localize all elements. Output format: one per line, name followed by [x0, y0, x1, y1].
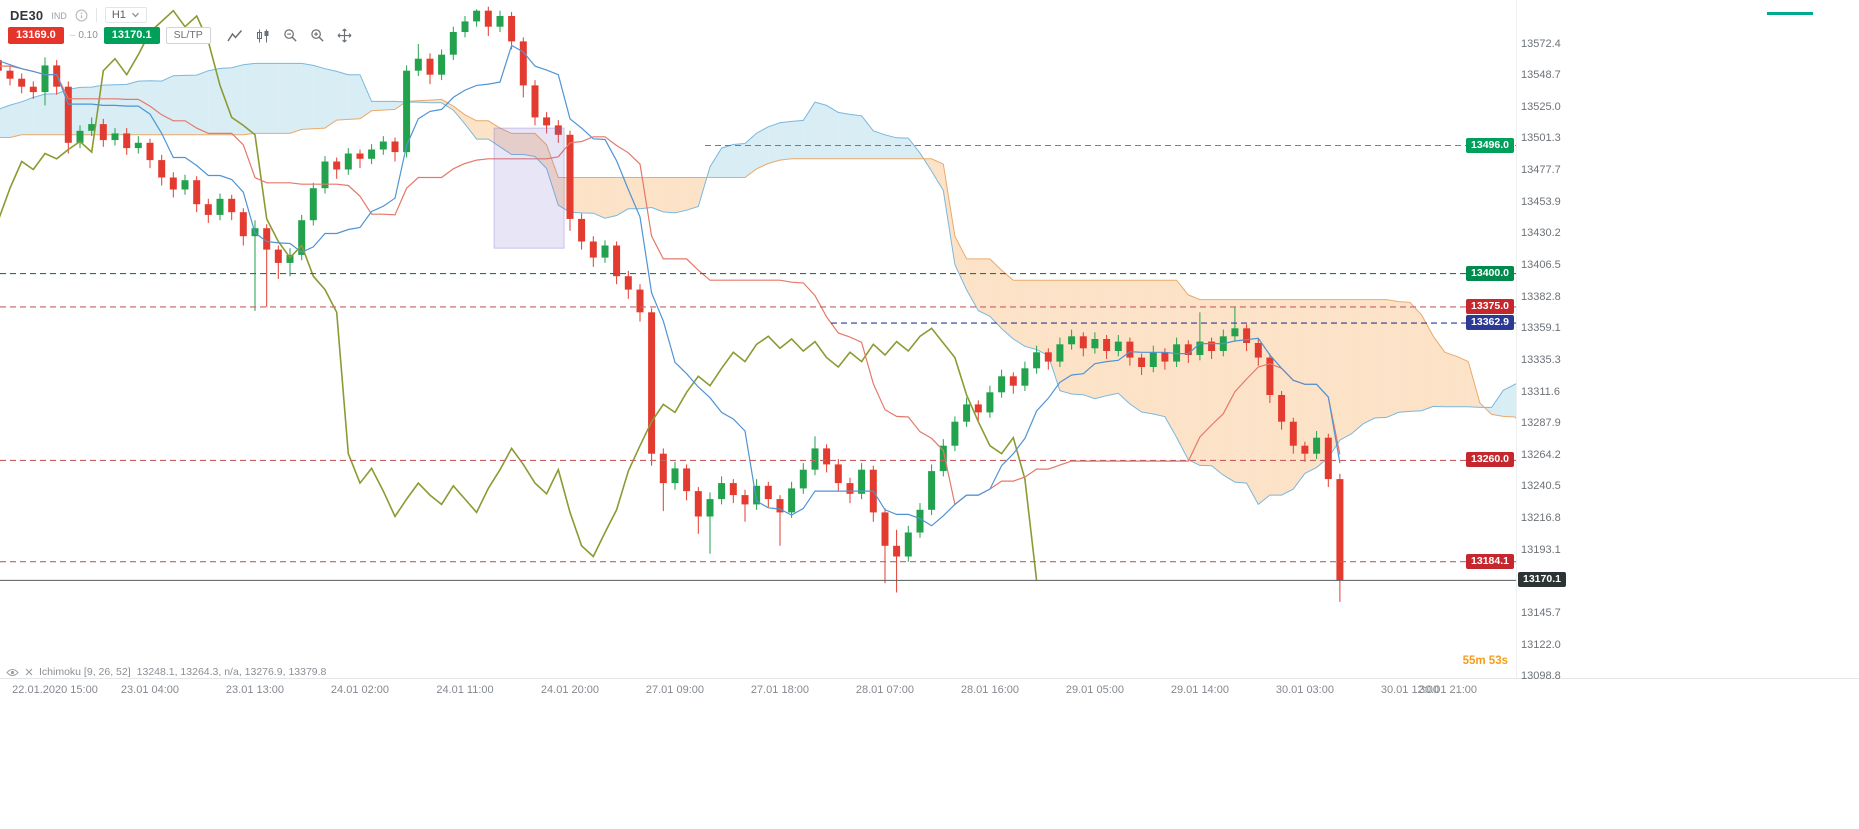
spread-indicator: – 0.10: [70, 30, 98, 41]
sltp-button[interactable]: SL/TP: [165, 27, 211, 44]
price-axis-label: 13122.0: [1521, 638, 1561, 651]
zoom-out-icon[interactable]: [283, 28, 298, 43]
price-level-badge[interactable]: 13362.9: [1466, 315, 1514, 331]
price-axis-label: 13501.3: [1521, 132, 1561, 145]
price-axis-label: 13453.9: [1521, 195, 1561, 208]
instrument-symbol: DE30: [10, 7, 44, 23]
timeframe-label: H1: [111, 9, 126, 21]
price-axis-label: 13240.5: [1521, 480, 1561, 493]
time-axis-label: 29.01 05:00: [1065, 684, 1124, 696]
time-axis-line: [0, 678, 1859, 679]
market-type-label: IND: [51, 11, 67, 21]
time-axis-label: 30.01 21:00: [1418, 684, 1478, 696]
divider: [95, 8, 97, 22]
price-level-badge[interactable]: 13400.0: [1466, 265, 1514, 281]
sell-button[interactable]: 13169.0: [8, 27, 64, 44]
current-price-badge: 13170.1: [1518, 572, 1566, 588]
indicator-visibility-icon[interactable]: [6, 668, 19, 677]
info-icon[interactable]: [75, 9, 88, 22]
indicator-legend: Ichimoku [9, 26, 52] 13248.1, 13264.3, n…: [6, 666, 326, 678]
price-axis-label: 13430.2: [1521, 227, 1561, 240]
indicator-remove-icon[interactable]: [25, 668, 33, 676]
trade-controls: 13169.0 – 0.10 13170.1 SL/TP: [8, 27, 352, 44]
crosshair-move-icon[interactable]: [337, 28, 352, 43]
time-axis-label: 22.01.2020 15:00: [12, 684, 98, 696]
price-axis-label: 13216.8: [1521, 512, 1561, 525]
price-axis-label: 13572.4: [1521, 37, 1561, 50]
chikou-line: [0, 9, 1038, 581]
time-axis-label: 23.01 13:00: [225, 684, 285, 696]
price-axis-label: 13264.2: [1521, 448, 1561, 461]
kijun-line: [0, 65, 1341, 506]
price-axis-label: 13193.1: [1521, 543, 1561, 556]
spread-dash: –: [69, 30, 76, 41]
price-axis-label: 13335.3: [1521, 353, 1561, 366]
price-axis-line: [1516, 0, 1517, 678]
buy-button[interactable]: 13170.1: [103, 27, 160, 44]
price-axis-label: 13382.8: [1521, 290, 1561, 303]
indicator-values: 13248.1, 13264.3, n/a, 13276.9, 13379.8: [136, 666, 327, 678]
spread-value: 0.10: [78, 30, 98, 41]
price-axis-label: 13406.5: [1521, 258, 1561, 271]
line-chart-type-icon[interactable]: [227, 29, 243, 43]
chart-toolbar: [227, 28, 352, 43]
price-level-badge[interactable]: 13375.0: [1466, 298, 1514, 314]
price-axis-label: 13525.0: [1521, 100, 1561, 113]
price-axis-label: 13098.8: [1521, 669, 1561, 682]
price-axis-label: 13311.6: [1521, 385, 1560, 398]
time-axis-label: 30.01 03:00: [1275, 684, 1334, 696]
time-axis-label: 28.01 16:00: [960, 684, 1019, 696]
senkou-a-line: [0, 62, 1516, 506]
price-axis-label: 13145.7: [1521, 606, 1561, 619]
time-axis-label: 30.01 12:00: [1380, 684, 1439, 696]
time-axis-label: 28.01 07:00: [855, 684, 914, 696]
zoom-in-icon[interactable]: [310, 28, 325, 43]
instrument-header: DE30 IND H1: [10, 7, 147, 23]
price-axis-label: 13548.7: [1521, 69, 1561, 82]
candles-layer: [0, 6, 1344, 602]
time-axis-label: 24.01 20:00: [540, 684, 600, 696]
selection-rectangle[interactable]: [493, 127, 565, 249]
price-axis-label: 13287.9: [1521, 417, 1561, 430]
time-axis-label: 24.01 02:00: [330, 684, 390, 696]
candlestick-chart-type-icon[interactable]: [255, 29, 271, 43]
price-level-badge[interactable]: 13184.1: [1466, 553, 1514, 569]
price-level-badge[interactable]: 13260.0: [1466, 452, 1514, 468]
timeframe-dropdown[interactable]: H1: [104, 7, 147, 23]
price-level-badge[interactable]: 13496.0: [1466, 137, 1514, 153]
price-axis-label: 13359.1: [1521, 322, 1561, 335]
time-axis-label: 29.01 14:00: [1170, 684, 1229, 696]
time-axis-label: 27.01 18:00: [750, 684, 810, 696]
time-axis-label: 24.01 11:00: [436, 684, 494, 696]
collapsed-panel-accent-line: [1767, 12, 1813, 15]
chevron-down-icon: [131, 9, 140, 21]
price-axis-label: 13477.7: [1521, 163, 1561, 176]
time-axis-label: 23.01 04:00: [120, 684, 180, 696]
tenkan-line: [0, 44, 1341, 527]
time-axis-label: 27.01 09:00: [645, 684, 705, 696]
indicator-name: Ichimoku [9, 26, 52]: [39, 666, 131, 678]
candle-countdown: 55m 53s: [1462, 655, 1508, 667]
price-levels-layer: [0, 144, 1516, 563]
